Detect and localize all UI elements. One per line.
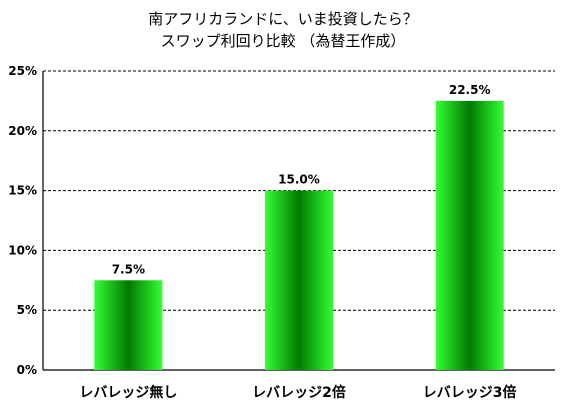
- y-tick-label-0: 0%: [17, 363, 37, 377]
- data-label-0: 7.5%: [112, 262, 145, 276]
- y-tick-label-4: 20%: [8, 124, 37, 138]
- plot-area: 0% 5% 10% 15% 20% 25% 7.5% レバレッジ無し 15.0% レバレッジ2倍 2…: [8, 64, 555, 401]
- y-tick-label-3: 15%: [8, 184, 37, 198]
- y-tick-label-1: 5%: [17, 303, 37, 317]
- x-tick-label-0: レバレッジ無し: [79, 384, 177, 401]
- chart-title-line-2: スワップ利回り比較 （為替王作成）: [161, 32, 406, 50]
- x-tick-label-2: レバレッジ3倍: [423, 384, 517, 401]
- x-tick-label-1: レバレッジ2倍: [252, 384, 346, 401]
- bar-2: [435, 100, 504, 371]
- data-label-1: 15.0%: [278, 173, 320, 187]
- bar-1: [265, 190, 333, 370]
- y-tick-label-2: 10%: [8, 243, 37, 257]
- bar-0: [94, 280, 163, 370]
- chart-title-line-1: 南アフリカランドに、いま投資したら？: [148, 10, 418, 28]
- data-label-2: 22.5%: [449, 83, 491, 97]
- y-tick-label-5: 25%: [8, 64, 37, 78]
